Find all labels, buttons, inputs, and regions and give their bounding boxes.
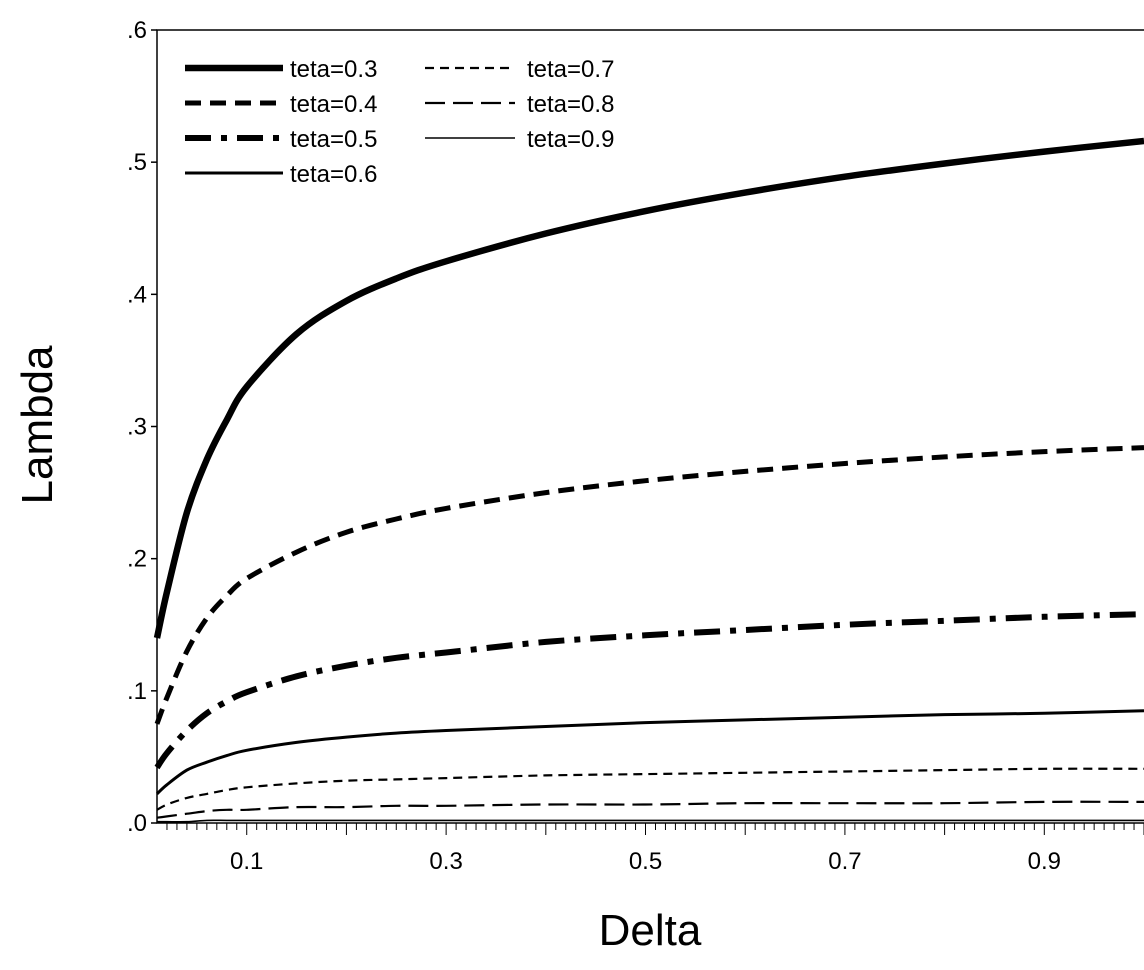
series-line-teta-0-4: [154, 445, 1144, 725]
y-axis-title: Lambda: [13, 345, 62, 505]
y-tick-label: .0: [127, 810, 147, 837]
y-tick-label: .2: [127, 546, 147, 573]
legend-label: teta=0.5: [290, 126, 377, 153]
legend-label: teta=0.8: [527, 91, 614, 118]
legend-label: teta=0.9: [527, 126, 614, 153]
x-tick-label: 0.9: [1028, 848, 1061, 875]
y-tick-label: .5: [127, 149, 147, 176]
series-line-teta-0-6: [155, 709, 1144, 796]
legend-label: teta=0.4: [290, 91, 377, 118]
x-tick-label: 0.5: [629, 848, 662, 875]
x-tick-label: 0.1: [230, 848, 263, 875]
series-line-teta-0-3: [153, 137, 1144, 639]
y-tick-label: .4: [127, 281, 147, 308]
axes: .0 .1 .2 .3 .4 .5 .6 0.1 0.3 0.5 0.7 0.9: [127, 17, 1144, 875]
series-line-teta-0-9: [157, 819, 1144, 823]
series-line-teta-0-7: [156, 767, 1144, 811]
y-tick-label: .3: [127, 414, 147, 441]
legend-label: teta=0.3: [290, 56, 377, 83]
legend-label: teta=0.7: [527, 56, 614, 83]
y-tick-label: .1: [127, 678, 147, 705]
legend: teta=0.3 teta=0.4 teta=0.5 teta=0.6 teta=0.7…: [185, 56, 614, 188]
legend-label: teta=0.6: [290, 161, 377, 188]
series-line-teta-0-5: [154, 611, 1144, 770]
x-tick-label: 0.7: [828, 848, 861, 875]
x-tick-label: 0.3: [429, 848, 462, 875]
series-line-teta-0-8: [156, 800, 1144, 819]
series-lines: [153, 137, 1144, 823]
x-axis-title: Delta: [599, 906, 702, 955]
y-tick-label: .6: [127, 17, 147, 44]
